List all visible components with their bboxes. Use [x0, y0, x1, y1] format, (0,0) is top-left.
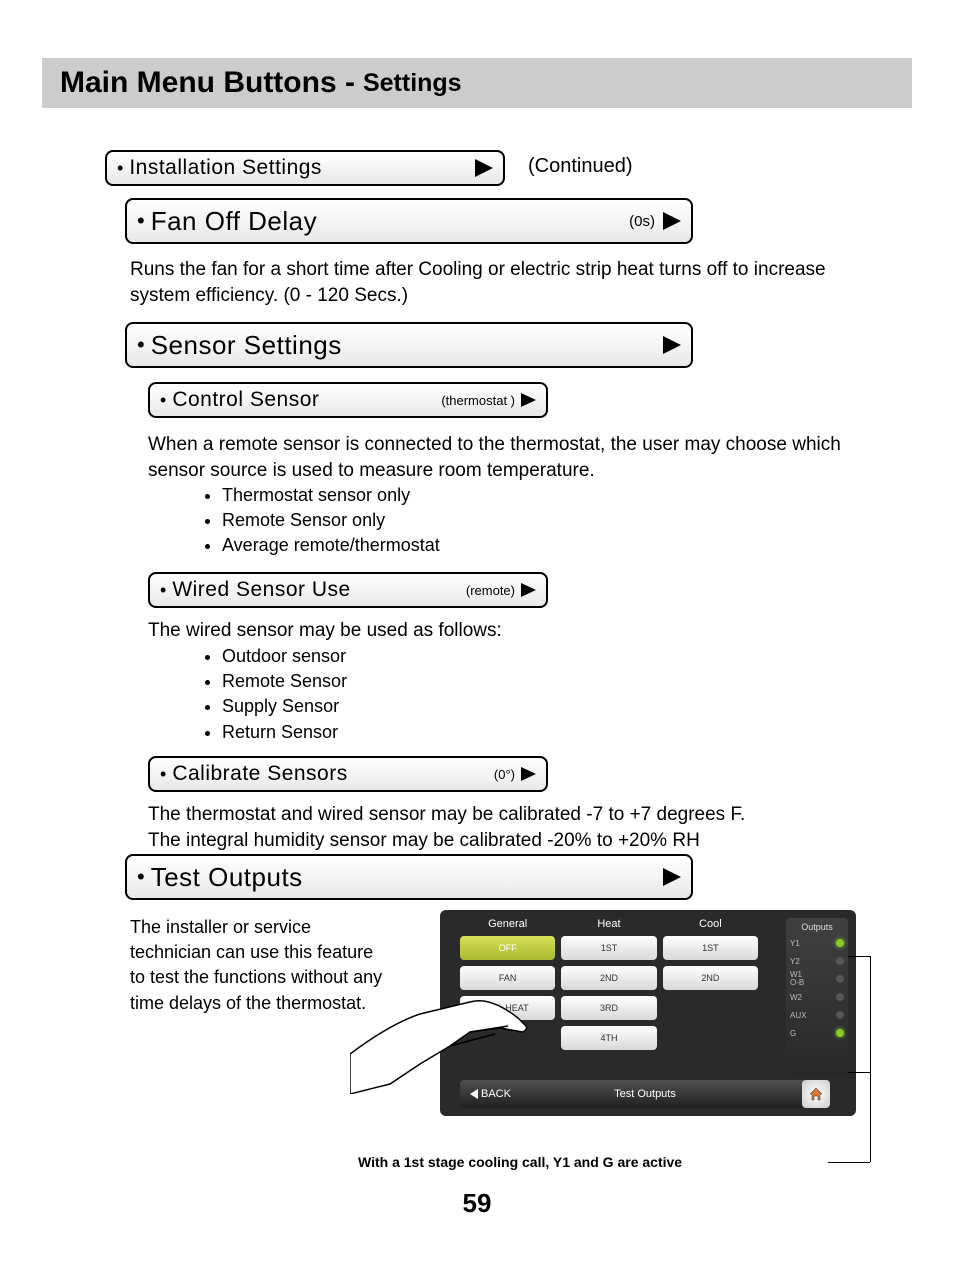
led-w1 — [836, 975, 844, 983]
leader-line — [870, 956, 871, 1162]
wired-sensor-box: • Wired Sensor Use (remote) — [148, 572, 548, 608]
bullet-icon: • — [137, 864, 145, 890]
list-item: Outdoor sensor — [222, 644, 347, 669]
led-g — [836, 1029, 844, 1037]
control-sensor-value: (thermostat ) — [441, 393, 515, 408]
calibrate-label: Calibrate Sensors — [172, 762, 347, 786]
btn-cool-1st: 1ST — [663, 936, 758, 960]
led-aux — [836, 1011, 844, 1019]
btn-heat-3rd: 3RD — [561, 996, 656, 1020]
wired-sensor-options: Outdoor sensor Remote Sensor Supply Sens… — [196, 644, 347, 745]
list-item: Remote Sensor — [222, 669, 347, 694]
btn-cool-2nd: 2ND — [663, 966, 758, 990]
test-outputs-label: Test Outputs — [151, 862, 303, 893]
list-item: Remote Sensor only — [222, 508, 440, 533]
control-sensor-label: Control Sensor — [172, 388, 319, 412]
leader-line — [828, 1162, 870, 1163]
sensor-settings-label: Sensor Settings — [151, 330, 342, 361]
header-title-sub: Settings — [363, 69, 462, 98]
col-general: General — [460, 918, 555, 930]
installation-settings-box: • Installation Settings — [105, 150, 505, 186]
btn-heat-2nd: 2ND — [561, 966, 656, 990]
arrow-right-icon — [663, 336, 681, 354]
led-y2 — [836, 957, 844, 965]
wired-sensor-label: Wired Sensor Use — [172, 578, 350, 602]
test-outputs-screenshot: General Heat Cool OFF 1ST 1ST FAN 2ND 2N… — [440, 910, 856, 1116]
arrow-right-icon — [521, 767, 536, 781]
leader-line — [848, 956, 870, 957]
fan-off-delay-value: (0s) — [629, 213, 655, 230]
btn-emheat: EM. HEAT — [460, 996, 555, 1020]
test-outputs-box: • Test Outputs — [125, 854, 693, 900]
list-item: Thermostat sensor only — [222, 483, 440, 508]
control-sensor-options: Thermostat sensor only Remote Sensor onl… — [196, 483, 440, 559]
btn-off: OFF — [460, 936, 555, 960]
bullet-icon: • — [160, 580, 166, 601]
led-y1 — [836, 939, 844, 947]
fan-off-delay-label: Fan Off Delay — [151, 206, 317, 237]
arrow-right-icon — [475, 159, 493, 177]
arrow-right-icon — [521, 583, 536, 597]
col-heat: Heat — [561, 918, 656, 930]
calibrate-desc2: The integral humidity sensor may be cali… — [148, 828, 888, 854]
calibrate-box: • Calibrate Sensors (0°) — [148, 756, 548, 792]
fan-off-delay-box: • Fan Off Delay (0s) — [125, 198, 693, 244]
leader-line — [848, 1072, 870, 1073]
installation-settings-label: Installation Settings — [129, 156, 322, 180]
control-sensor-desc: When a remote sensor is connected to the… — [148, 432, 888, 483]
outputs-panel: Outputs Y1 Y2 W1 O-B W2 AUX G — [786, 918, 848, 1076]
control-sensor-box: • Control Sensor (thermostat ) — [148, 382, 548, 418]
list-item: Average remote/thermostat — [222, 533, 440, 558]
col-cool: Cool — [663, 918, 758, 930]
fan-off-delay-desc: Runs the fan for a short time after Cool… — [130, 257, 850, 308]
screenshot-footer: BACK Test Outputs — [460, 1080, 830, 1108]
calibrate-value: (0°) — [494, 767, 515, 782]
bullet-icon: • — [137, 208, 145, 234]
bullet-icon: • — [117, 158, 123, 179]
arrow-right-icon — [663, 868, 681, 886]
btn-heat-4th: 4TH — [561, 1026, 656, 1050]
sensor-settings-box: • Sensor Settings — [125, 322, 693, 368]
arrow-right-icon — [521, 393, 536, 407]
btn-heat-1st: 1ST — [561, 936, 656, 960]
bullet-icon: • — [160, 764, 166, 785]
header-title-main: Main Menu Buttons - — [60, 66, 355, 100]
caption-text: With a 1st stage cooling call, Y1 and G … — [358, 1154, 682, 1170]
bullet-icon: • — [160, 390, 166, 411]
wired-sensor-value: (remote) — [466, 583, 515, 598]
list-item: Return Sensor — [222, 720, 347, 745]
header-bar: Main Menu Buttons - Settings — [42, 58, 912, 108]
page-number: 59 — [0, 1188, 954, 1219]
list-item: Supply Sensor — [222, 694, 347, 719]
calibrate-desc1: The thermostat and wired sensor may be c… — [148, 802, 888, 828]
arrow-right-icon — [663, 212, 681, 230]
footer-title: Test Outputs — [460, 1088, 830, 1100]
continued-label: (Continued) — [528, 155, 633, 178]
outputs-title: Outputs — [790, 922, 844, 932]
test-outputs-desc: The installer or service technician can … — [130, 915, 390, 1016]
led-w2 — [836, 993, 844, 1001]
wired-sensor-desc: The wired sensor may be used as follows: — [148, 618, 848, 644]
btn-fan: FAN — [460, 966, 555, 990]
bullet-icon: • — [137, 332, 145, 358]
